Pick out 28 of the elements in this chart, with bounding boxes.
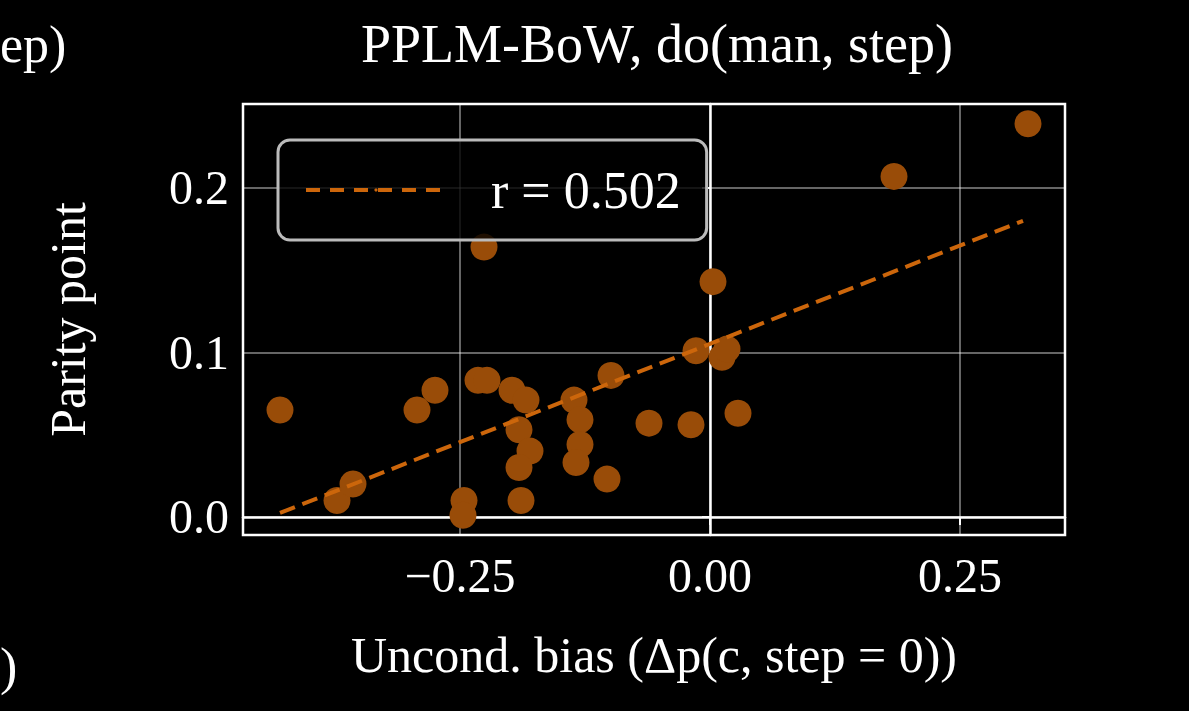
point <box>593 465 621 493</box>
y-tick-label: 0.0 <box>169 490 229 544</box>
chart-title: PPLM-BoW, do(man, step) <box>361 14 953 74</box>
y-tick-label: 0.1 <box>169 325 229 379</box>
y-axis-title: Parity point <box>40 202 96 437</box>
x-tick-label: −0.25 <box>404 548 516 602</box>
point <box>505 454 533 482</box>
point <box>562 449 590 477</box>
legend-label: r = 0.502 <box>491 161 681 219</box>
text: ) <box>0 637 18 696</box>
point <box>713 335 741 363</box>
point <box>635 409 663 437</box>
x-axis-title: Uncond. bias (Δp(c, step = 0)) <box>350 627 958 683</box>
point <box>403 396 431 424</box>
point <box>266 396 294 424</box>
point <box>677 411 705 439</box>
x-tick-label: 0.25 <box>918 548 1002 602</box>
point <box>1014 110 1042 138</box>
point <box>699 268 727 296</box>
point <box>724 399 752 427</box>
point <box>512 386 540 414</box>
point <box>507 486 535 514</box>
point <box>421 376 449 404</box>
text: ep) <box>0 15 67 74</box>
x-tick-label: 0.00 <box>668 548 752 602</box>
y-tick-label: 0.2 <box>169 161 229 215</box>
point <box>566 406 594 434</box>
point <box>880 162 908 190</box>
